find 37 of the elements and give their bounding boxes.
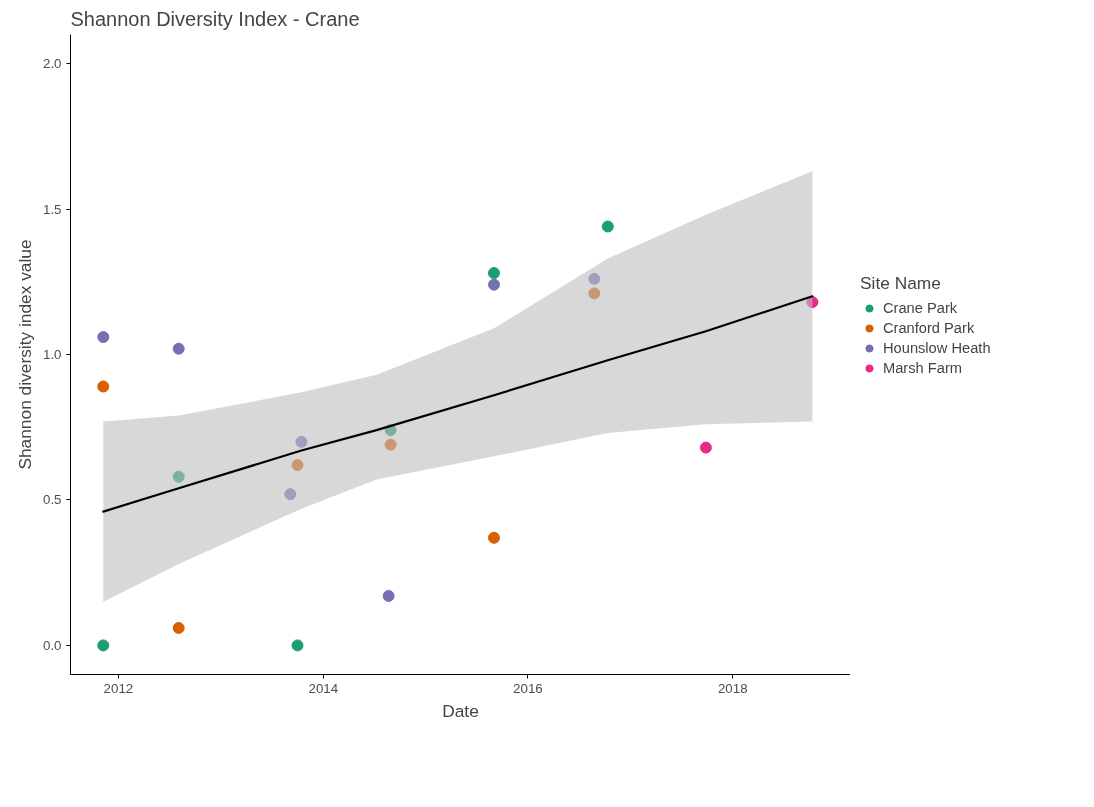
- x-tick-label: 2012: [103, 680, 134, 696]
- y-tick-label: 0.5: [42, 492, 62, 508]
- x-tick-label: 2016: [513, 680, 543, 696]
- point: [806, 296, 819, 309]
- point: [382, 589, 395, 602]
- legend-title: Site Name: [860, 272, 942, 294]
- point: [97, 380, 110, 393]
- legend-label: Hounslow Heath: [883, 339, 991, 356]
- point: [172, 621, 185, 634]
- legend-label: Marsh Farm: [883, 359, 962, 376]
- y-tick-label: 2.0: [42, 56, 62, 72]
- chart-title: Shannon Diversity Index - Crane: [70, 7, 360, 30]
- point: [487, 531, 500, 544]
- legend-label: Cranford Park: [883, 319, 975, 336]
- point: [172, 470, 185, 483]
- point: [588, 287, 601, 300]
- legend-label: Crane Park: [883, 299, 958, 316]
- point: [487, 267, 500, 280]
- x-tick-label: 2014: [308, 680, 339, 696]
- x-tick-label: 2018: [717, 680, 748, 696]
- point: [291, 459, 304, 472]
- y-tick-label: 0.0: [42, 637, 62, 653]
- y-tick-label: 1.5: [42, 201, 62, 217]
- point: [97, 331, 110, 344]
- point: [284, 488, 297, 501]
- point: [291, 639, 304, 652]
- point: [601, 220, 614, 233]
- point: [295, 435, 308, 448]
- y-tick-label: 1.0: [42, 347, 62, 362]
- point: [384, 438, 397, 451]
- point: [97, 639, 110, 652]
- point: [172, 342, 185, 355]
- x-axis-title: Date: [442, 700, 479, 721]
- y-axis-title: Shannon diversity index value: [14, 239, 35, 470]
- point: [699, 441, 712, 454]
- point: [487, 278, 500, 291]
- point: [588, 272, 601, 285]
